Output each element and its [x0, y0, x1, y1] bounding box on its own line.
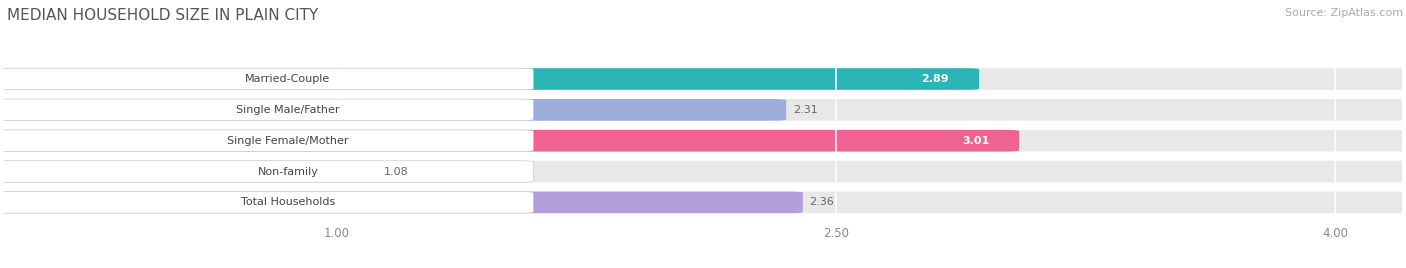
- Text: 3.01: 3.01: [962, 136, 990, 146]
- FancyBboxPatch shape: [0, 192, 803, 213]
- FancyBboxPatch shape: [0, 161, 533, 182]
- Text: MEDIAN HOUSEHOLD SIZE IN PLAIN CITY: MEDIAN HOUSEHOLD SIZE IN PLAIN CITY: [7, 8, 318, 23]
- FancyBboxPatch shape: [0, 99, 533, 121]
- FancyBboxPatch shape: [0, 68, 1406, 90]
- FancyBboxPatch shape: [0, 192, 533, 213]
- FancyBboxPatch shape: [0, 161, 1406, 182]
- FancyBboxPatch shape: [0, 99, 1406, 121]
- Text: Single Female/Mother: Single Female/Mother: [228, 136, 349, 146]
- FancyBboxPatch shape: [0, 192, 1406, 213]
- FancyBboxPatch shape: [0, 130, 1406, 151]
- Text: Married-Couple: Married-Couple: [245, 74, 330, 84]
- FancyBboxPatch shape: [0, 161, 377, 182]
- Text: 2.31: 2.31: [793, 105, 818, 115]
- Text: 2.89: 2.89: [921, 74, 949, 84]
- Text: Source: ZipAtlas.com: Source: ZipAtlas.com: [1285, 8, 1403, 18]
- FancyBboxPatch shape: [0, 130, 1019, 151]
- Text: 1.08: 1.08: [384, 166, 408, 177]
- FancyBboxPatch shape: [0, 130, 533, 151]
- Text: Total Households: Total Households: [240, 198, 335, 207]
- Text: 2.36: 2.36: [810, 198, 834, 207]
- FancyBboxPatch shape: [0, 99, 786, 121]
- Text: Non-family: Non-family: [257, 166, 318, 177]
- Text: Single Male/Father: Single Male/Father: [236, 105, 340, 115]
- FancyBboxPatch shape: [0, 68, 979, 90]
- FancyBboxPatch shape: [0, 68, 533, 90]
